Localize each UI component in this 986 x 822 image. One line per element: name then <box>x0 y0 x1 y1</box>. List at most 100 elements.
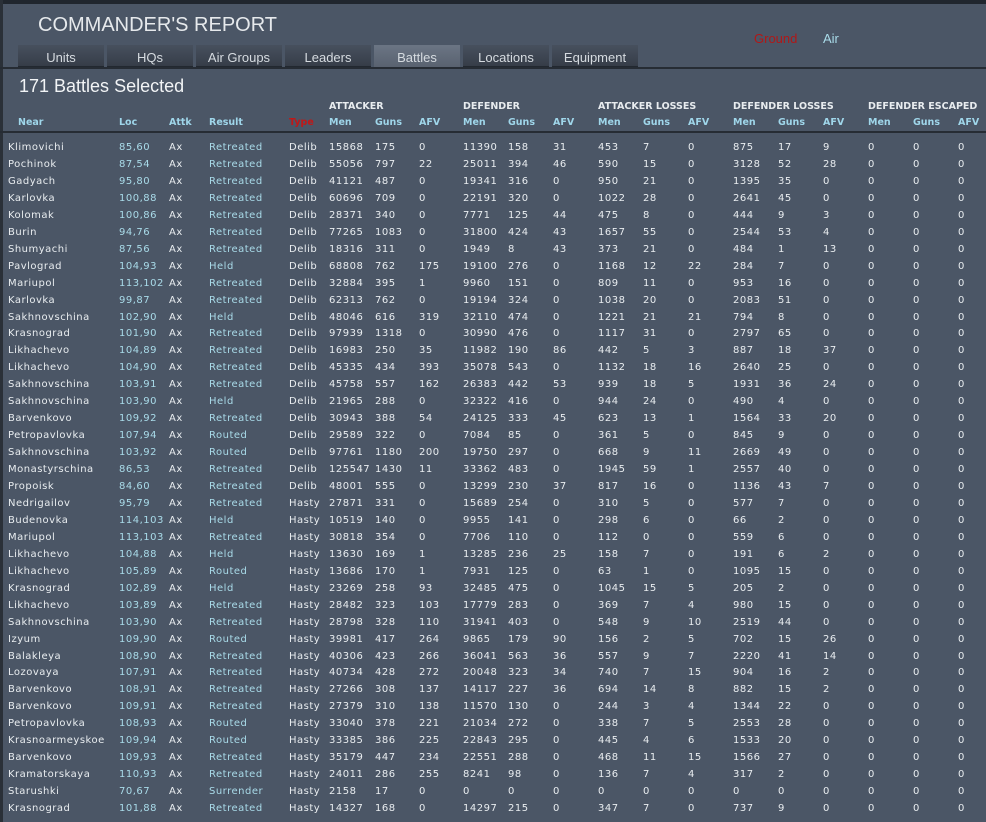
cell-attacker-loss-afv: 0 <box>688 548 695 560</box>
cell-attacker-side: Ax <box>169 243 183 255</box>
cell-defender-escaped-afv: 0 <box>958 684 965 696</box>
cell-defender-escaped-men: 0 <box>868 142 875 153</box>
cell-defender-guns: 190 <box>508 345 529 357</box>
column-header-afv[interactable]: AFV <box>553 117 575 128</box>
cell-type: Hasty <box>289 582 321 594</box>
column-header-men[interactable]: Men <box>598 117 621 128</box>
cell-attacker-loss-guns: 7 <box>643 548 650 560</box>
column-header-loc[interactable]: Loc <box>119 117 138 128</box>
cell-result: Routed <box>209 633 248 645</box>
column-header-men[interactable]: Men <box>463 117 486 128</box>
cell-attacker-loss-men: 557 <box>598 650 619 662</box>
column-header-guns[interactable]: Guns <box>508 117 535 128</box>
cell-defender-loss-guns: 16 <box>778 277 792 289</box>
cell-type: Delib <box>289 413 318 425</box>
cell-defender-escaped-afv: 0 <box>958 396 965 408</box>
cell-attacker-side: Ax <box>169 565 183 577</box>
cell-attacker-men: 41121 <box>329 175 364 187</box>
column-header-guns[interactable]: Guns <box>643 117 670 128</box>
cell-defender-guns: 272 <box>508 718 529 730</box>
cell-near: Sakhnovschina <box>8 379 90 391</box>
cell-attacker-guns: 1083 <box>375 226 403 238</box>
cell-defender-guns: 474 <box>508 311 529 323</box>
cell-defender-loss-guns: 6 <box>778 531 785 543</box>
cell-attacker-loss-afv: 0 <box>688 226 695 238</box>
cell-attacker-afv: 0 <box>419 396 426 408</box>
cell-attacker-men: 55056 <box>329 158 364 170</box>
column-header-result[interactable]: Result <box>209 117 243 128</box>
cell-attacker-loss-afv: 1 <box>688 413 695 425</box>
cell-attacker-guns: 331 <box>375 497 396 509</box>
cell-defender-escaped-afv: 0 <box>958 209 965 221</box>
tab-hqs[interactable]: HQs <box>107 45 193 68</box>
cell-attacker-side: Ax <box>169 260 183 272</box>
cell-attacker-loss-guns: 28 <box>643 192 657 204</box>
cell-type: Hasty <box>289 565 321 577</box>
tab-units[interactable]: Units <box>18 45 104 68</box>
cell-defender-escaped-afv: 0 <box>958 413 965 425</box>
cell-type: Delib <box>289 447 318 459</box>
tab-locations[interactable]: Locations <box>463 45 549 68</box>
tab-battles[interactable]: Battles <box>374 45 460 68</box>
cell-defender-loss-men: 1564 <box>733 413 761 425</box>
cell-defender-afv: 43 <box>553 243 567 255</box>
column-header-men[interactable]: Men <box>329 117 352 128</box>
cell-loc: 109,94 <box>119 735 157 747</box>
cell-attacker-afv: 393 <box>419 362 440 374</box>
air-mode-toggle[interactable]: Air <box>823 31 839 46</box>
cell-attacker-loss-afv: 7 <box>688 650 695 662</box>
cell-near: Petropavlovka <box>8 718 86 730</box>
cell-defender-escaped-afv: 0 <box>958 718 965 730</box>
cell-attacker-loss-men: 590 <box>598 158 619 170</box>
cell-defender-loss-afv: 13 <box>823 243 837 255</box>
cell-attacker-loss-guns: 15 <box>643 582 657 594</box>
cell-attacker-guns: 286 <box>375 769 396 781</box>
ground-mode-toggle[interactable]: Ground <box>754 31 798 46</box>
column-header-attk[interactable]: Attk <box>169 117 192 128</box>
cell-attacker-men: 24011 <box>329 769 364 781</box>
cell-defender-escaped-men: 0 <box>868 565 875 577</box>
cell-near: Propoisk <box>8 481 55 492</box>
cell-type: Hasty <box>289 514 321 526</box>
column-header-guns[interactable]: Guns <box>375 117 402 128</box>
cell-defender-escaped-guns: 0 <box>913 277 920 289</box>
cell-defender-loss-guns: 35 <box>778 175 792 187</box>
column-header-men[interactable]: Men <box>868 117 891 128</box>
column-group-header: ATTACKER LOSSES <box>598 101 697 112</box>
cell-defender-escaped-guns: 0 <box>913 345 920 357</box>
column-header-afv[interactable]: AFV <box>823 117 845 128</box>
cell-defender-escaped-guns: 0 <box>913 599 920 611</box>
cell-loc: 113,102 <box>119 277 164 289</box>
cell-attacker-loss-men: 442 <box>598 345 619 357</box>
header-divider <box>0 131 986 133</box>
cell-attacker-side: Ax <box>169 752 183 764</box>
column-header-near[interactable]: Near <box>18 117 44 128</box>
cell-defender-loss-afv: 20 <box>823 413 837 425</box>
column-header-guns[interactable]: Guns <box>778 117 805 128</box>
cell-attacker-men: 60696 <box>329 192 364 204</box>
cell-defender-loss-guns: 45 <box>778 192 792 204</box>
cell-defender-escaped-men: 0 <box>868 616 875 628</box>
tab-leaders[interactable]: Leaders <box>285 45 371 68</box>
cell-defender-loss-men: 0 <box>733 786 740 798</box>
column-header-afv[interactable]: AFV <box>419 117 441 128</box>
cell-attacker-guns: 797 <box>375 158 396 170</box>
cell-defender-escaped-guns: 0 <box>913 684 920 696</box>
column-header-men[interactable]: Men <box>733 117 756 128</box>
cell-attacker-afv: 137 <box>419 684 440 696</box>
tab-air-groups[interactable]: Air Groups <box>196 45 282 68</box>
cell-result: Retreated <box>209 531 263 543</box>
column-header-afv[interactable]: AFV <box>688 117 710 128</box>
cell-attacker-men: 97939 <box>329 328 364 340</box>
column-header-guns[interactable]: Guns <box>913 117 940 128</box>
cell-near: Krasnoarmeyskoe <box>8 735 105 747</box>
cell-defender-guns: 125 <box>508 565 529 577</box>
cell-attacker-afv: 234 <box>419 752 440 764</box>
column-header-type[interactable]: Type <box>289 117 314 128</box>
cell-near: Mariupol <box>8 531 56 543</box>
cell-defender-loss-guns: 4 <box>778 396 785 408</box>
column-header-afv[interactable]: AFV <box>958 117 980 128</box>
cell-type: Hasty <box>289 718 321 730</box>
tab-equipment[interactable]: Equipment <box>552 45 638 68</box>
cell-attacker-men: 28371 <box>329 209 364 221</box>
